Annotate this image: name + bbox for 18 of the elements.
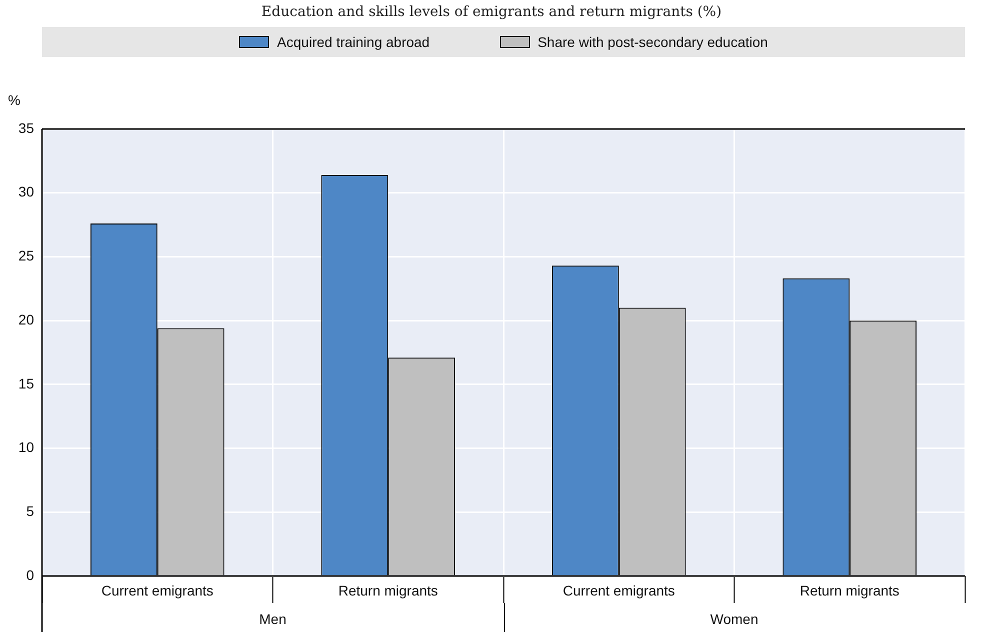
x-tick-label: Current emigrants <box>101 582 214 598</box>
x-tick-label: Return migrants <box>338 582 438 598</box>
x-tick-label: Current emigrants <box>562 582 675 598</box>
text: Women <box>710 610 758 627</box>
legend-label: Acquired training abroad <box>277 34 430 50</box>
x-tick-label: Return migrants <box>800 582 900 598</box>
y-tick-label: 25 <box>18 248 34 264</box>
y-tick-label: 20 <box>18 311 34 328</box>
y-tick-label: 35 <box>18 120 34 136</box>
chart-title: Education and skills levels of emigrants and return migrants (%) <box>260 4 723 20</box>
text: Men <box>259 610 286 627</box>
y-tick-label: 15 <box>18 375 34 392</box>
y-tick-label: 0 <box>26 566 34 583</box>
y-tick-label: 10 <box>18 439 34 456</box>
y-axis-title: % <box>8 92 20 108</box>
y-tick-label: 5 <box>26 503 34 519</box>
y-tick-label: 30 <box>18 184 34 200</box>
legend-label: Share with post-secondary education <box>538 34 768 50</box>
